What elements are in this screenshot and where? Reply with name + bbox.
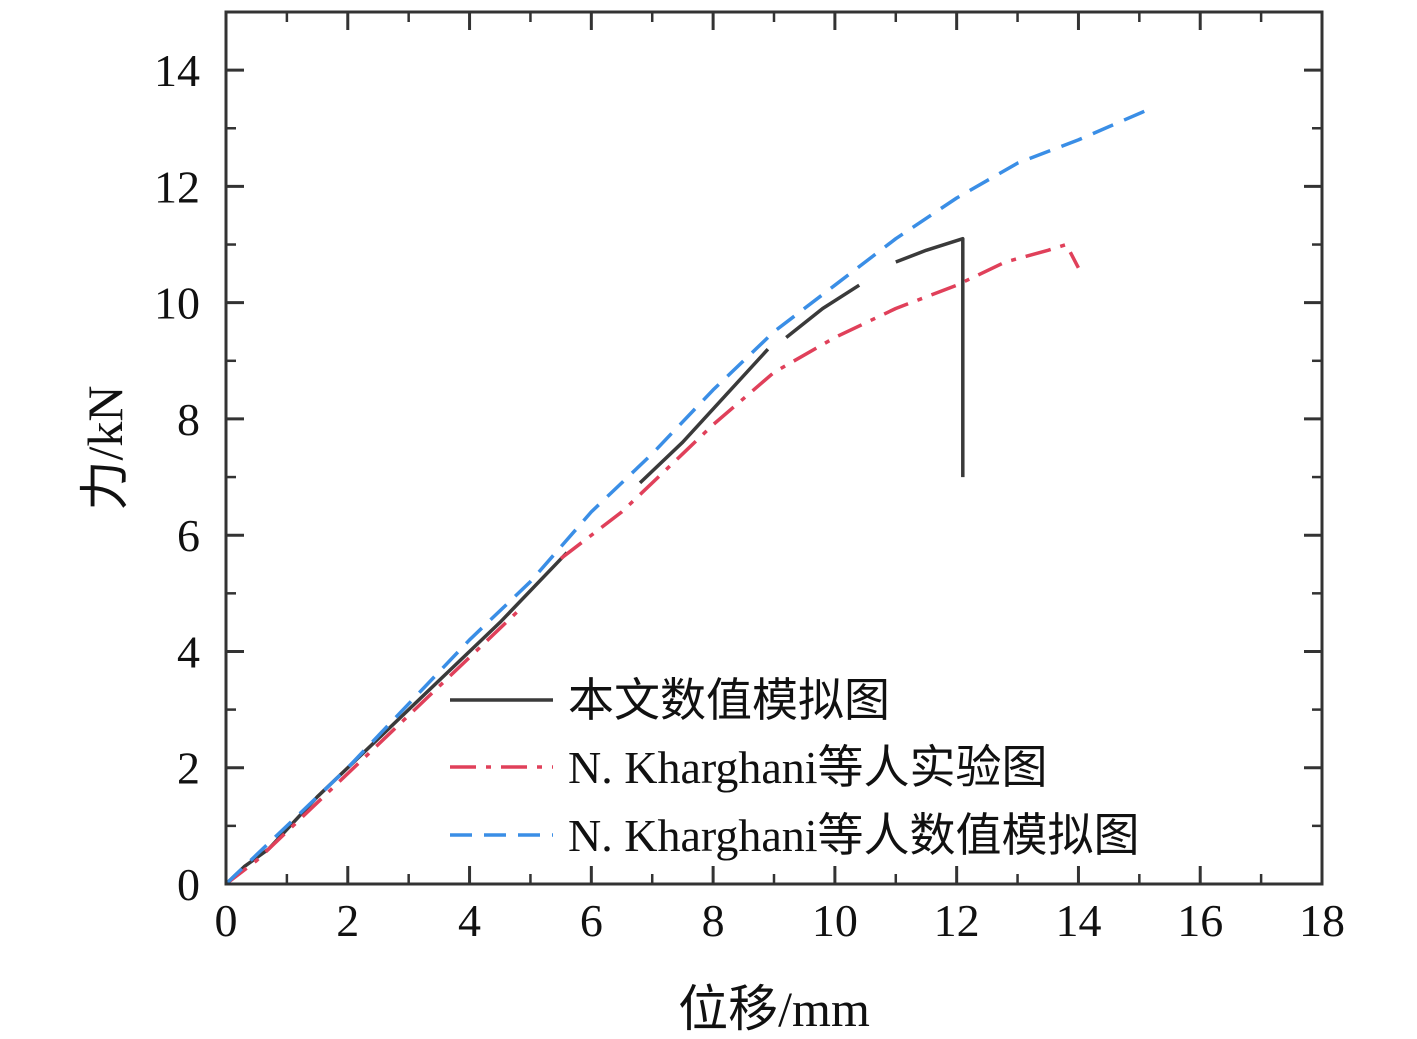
x-axis-title: 位移/mm xyxy=(678,981,870,1037)
x-tick-label: 10 xyxy=(812,895,858,946)
x-tick-label: 12 xyxy=(934,895,980,946)
x-tick-label: 0 xyxy=(215,895,238,946)
series-line-0 xyxy=(785,283,861,339)
series-lines xyxy=(224,109,1147,886)
x-tick-label: 2 xyxy=(336,895,359,946)
y-tick-label: 4 xyxy=(177,626,200,677)
legend-label-simulation: 本文数值模拟图 xyxy=(568,675,890,726)
y-tick-label: 8 xyxy=(177,394,200,445)
x-tick-label: 4 xyxy=(458,895,481,946)
x-tick-label: 8 xyxy=(702,895,725,946)
series-line-0 xyxy=(638,348,770,485)
series-line-1 xyxy=(224,609,520,886)
y-tick-labels: 0 2 4 6 8 10 12 14 xyxy=(154,45,200,910)
y-tick-label: 6 xyxy=(177,510,200,561)
y-tick-label: 10 xyxy=(154,278,200,329)
series-line-0 xyxy=(224,551,569,886)
legend: 本文数值模拟图 N. Kharghani等人实验图 N. Kharghani等人… xyxy=(450,675,1140,861)
x-tick-label: 18 xyxy=(1299,895,1345,946)
x-tick-label: 6 xyxy=(580,895,603,946)
plot-frame xyxy=(224,10,1324,886)
legend-label-kharghani-simulation: N. Kharghani等人数值模拟图 xyxy=(568,810,1140,861)
x-tick-label: 16 xyxy=(1177,895,1223,946)
series-line-1 xyxy=(559,242,1080,560)
series-line-2 xyxy=(224,109,1147,886)
y-tick-label: 14 xyxy=(154,45,200,96)
y-tick-label: 2 xyxy=(177,743,200,794)
series-line-0 xyxy=(895,236,965,478)
y-tick-label: 0 xyxy=(177,859,200,910)
legend-label-experiment: N. Kharghani等人实验图 xyxy=(568,742,1048,793)
y-axis-title: 力/kN xyxy=(77,386,133,511)
y-tick-label: 12 xyxy=(154,161,200,212)
x-tick-labels: 0 2 4 6 8 10 12 14 16 18 xyxy=(215,895,1346,946)
x-tick-label: 14 xyxy=(1055,895,1101,946)
